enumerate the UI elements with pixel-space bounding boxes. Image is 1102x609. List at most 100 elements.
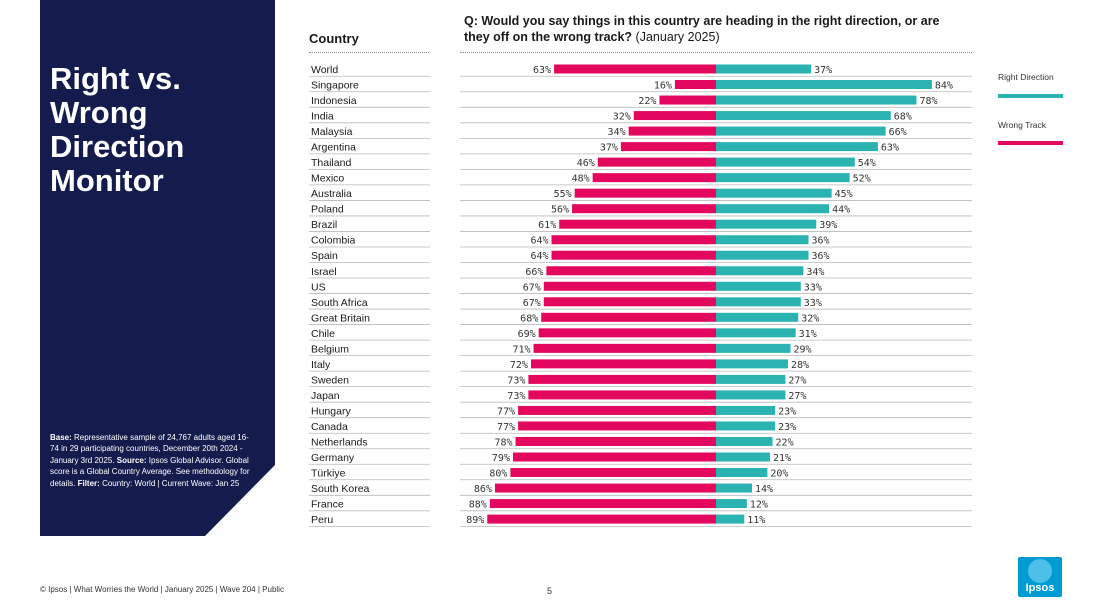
wrong-track-value: 73%: [507, 375, 525, 386]
right-direction-value: 68%: [894, 112, 912, 123]
right-direction-value: 54%: [858, 158, 876, 169]
wrong-track-bar: [554, 64, 716, 74]
wrong-track-bar: [512, 452, 716, 462]
right-direction-bar: [716, 374, 786, 384]
wrong-track-value: 77%: [497, 422, 515, 433]
legend-right-swatch: [998, 94, 1063, 98]
wrong-track-bar: [533, 343, 716, 353]
wrong-track-bar: [528, 374, 716, 384]
right-direction-value: 11%: [747, 515, 765, 526]
wrong-track-value: 16%: [654, 81, 672, 92]
right-direction-value: 44%: [832, 205, 850, 216]
country-label: Australia: [311, 188, 352, 200]
country-header-divider: [309, 52, 429, 53]
wrong-track-value: 34%: [608, 127, 626, 138]
wrong-track-value: 71%: [512, 344, 530, 355]
right-direction-value: 33%: [804, 298, 822, 309]
country-label: Indonesia: [311, 95, 357, 107]
country-label: South Africa: [311, 297, 368, 309]
right-direction-bar: [716, 64, 812, 74]
right-direction-value: 52%: [853, 174, 871, 185]
wrong-track-value: 64%: [530, 251, 548, 262]
wrong-track-bar: [510, 468, 716, 478]
logo-text: Ipsos: [1025, 582, 1055, 594]
country-label: Spain: [311, 250, 338, 262]
right-direction-value: 29%: [794, 344, 812, 355]
legend-right-label: Right Direction: [998, 72, 1054, 82]
right-direction-value: 63%: [881, 143, 899, 154]
right-direction-bar: [716, 266, 804, 276]
right-direction-bar: [716, 157, 855, 167]
right-direction-value: 32%: [801, 313, 819, 324]
right-direction-value: 39%: [819, 220, 837, 231]
right-direction-bar: [716, 514, 745, 524]
country-label: Germany: [311, 452, 355, 464]
wrong-track-value: 37%: [600, 143, 618, 154]
right-direction-value: 14%: [755, 484, 773, 495]
country-label: Singapore: [311, 80, 359, 92]
right-direction-bar: [716, 111, 891, 121]
country-label: Belgium: [311, 343, 349, 355]
country-label: Malaysia: [311, 126, 353, 138]
country-label: India: [311, 111, 334, 123]
wrong-track-bar: [528, 390, 716, 400]
wrong-track-value: 61%: [538, 220, 556, 231]
wrong-track-value: 69%: [518, 329, 536, 340]
source-label: Source:: [116, 455, 147, 465]
methodology-notes: Base: Representative sample of 24,767 ad…: [50, 432, 255, 489]
right-direction-value: 37%: [814, 65, 832, 76]
country-label: Great Britain: [311, 312, 370, 324]
right-direction-bar: [716, 173, 850, 183]
country-label: US: [311, 281, 326, 293]
country-label: Peru: [311, 514, 333, 526]
right-direction-bar: [716, 250, 809, 260]
wrong-track-value: 67%: [523, 282, 541, 293]
wrong-track-value: 22%: [638, 96, 656, 107]
right-direction-bar: [716, 436, 773, 446]
wrong-track-bar: [597, 157, 716, 167]
wrong-track-bar: [518, 405, 716, 415]
country-label: Japan: [311, 390, 340, 402]
wrong-track-bar: [559, 219, 716, 229]
footer-text: © Ipsos | What Worries the World | Janua…: [40, 585, 284, 594]
wrong-track-value: 63%: [533, 65, 551, 76]
right-direction-bar: [716, 499, 747, 509]
right-direction-bar: [716, 188, 832, 198]
country-label: Israel: [311, 266, 337, 278]
right-direction-bar: [716, 468, 768, 478]
right-direction-value: 36%: [812, 251, 830, 262]
wrong-track-value: 73%: [507, 391, 525, 402]
country-label: World: [311, 64, 338, 76]
right-direction-bar: [716, 312, 799, 322]
right-direction-bar: [716, 219, 817, 229]
country-label: Brazil: [311, 219, 337, 231]
wrong-track-value: 79%: [492, 453, 510, 464]
wrong-track-bar: [574, 188, 716, 198]
right-direction-value: 12%: [750, 500, 768, 511]
wrong-track-bar: [518, 421, 716, 431]
wrong-track-value: 64%: [530, 236, 548, 247]
wrong-track-value: 88%: [469, 500, 487, 511]
right-direction-bar: [716, 343, 791, 353]
right-direction-value: 66%: [889, 127, 907, 138]
page-number: 5: [547, 586, 553, 596]
right-direction-bar: [716, 281, 801, 291]
right-direction-value: 27%: [788, 375, 806, 386]
country-label: Thailand: [311, 157, 351, 169]
source-text: Ipsos Global Advisor. Global score is a …: [50, 455, 250, 488]
base-label: Base:: [50, 433, 72, 442]
right-direction-bar: [716, 142, 878, 152]
question-header: Q: Would you say things in this country …: [464, 14, 964, 45]
wrong-track-bar: [659, 95, 716, 105]
country-label: Colombia: [311, 235, 356, 247]
country-label: Sweden: [311, 374, 349, 386]
country-label: France: [311, 499, 344, 511]
wrong-track-bar: [530, 359, 716, 369]
country-label: Italy: [311, 359, 331, 371]
country-label: Netherlands: [311, 436, 368, 448]
wrong-track-bar: [674, 80, 716, 90]
wrong-track-bar: [538, 328, 716, 338]
wrong-track-value: 68%: [520, 313, 538, 324]
right-direction-value: 23%: [778, 406, 796, 417]
right-direction-bar: [716, 359, 788, 369]
